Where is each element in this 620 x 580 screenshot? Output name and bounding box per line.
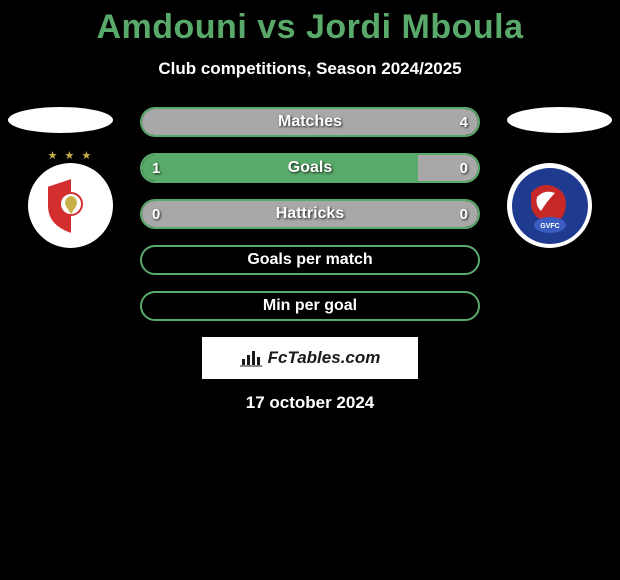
stats-card: Amdouni vs Jordi Mboula Club competition… [0,0,620,413]
stat-value-right: 4 [460,109,468,135]
shield-icon: GVFC [511,167,589,245]
player-photo-left [8,107,113,133]
stat-row: Goals1 0 [140,153,480,183]
page-subtitle: Club competitions, Season 2024/2025 [0,59,620,79]
bar-chart-icon [240,349,262,367]
stat-label: Min per goal [142,293,478,319]
stat-value-left: 1 [152,155,160,181]
date-text: 17 october 2024 [0,393,620,413]
club-badge-right: GVFC [507,163,592,248]
club-badge-left: ★ ★ ★ [28,163,113,248]
stat-row: Goals per match [140,245,480,275]
page-title: Amdouni vs Jordi Mboula [0,8,620,47]
stat-value-left: 0 [152,201,160,227]
stat-row: Matches4 [140,107,480,137]
attribution-box: FcTables.com [202,337,418,379]
stat-label: Goals per match [142,247,478,273]
comparison-area: ★ ★ ★ GVFC Matches4Goals10Hattricks00Goa… [0,107,620,321]
stars-icon: ★ ★ ★ [28,149,113,162]
stat-bars: Matches4Goals10Hattricks00Goals per matc… [140,107,480,321]
stat-label: Goals [142,155,478,181]
attribution-text: FcTables.com [268,348,381,368]
shield-icon [39,174,103,238]
stat-label: Matches [142,109,478,135]
stat-row: Hattricks0 0 [140,199,480,229]
stat-value-right: 0 [460,155,468,181]
stat-row: Min per goal [140,291,480,321]
player-photo-right [507,107,612,133]
stat-value-right: 0 [460,201,468,227]
svg-text:GVFC: GVFC [540,223,559,230]
stat-label: Hattricks [142,201,478,227]
